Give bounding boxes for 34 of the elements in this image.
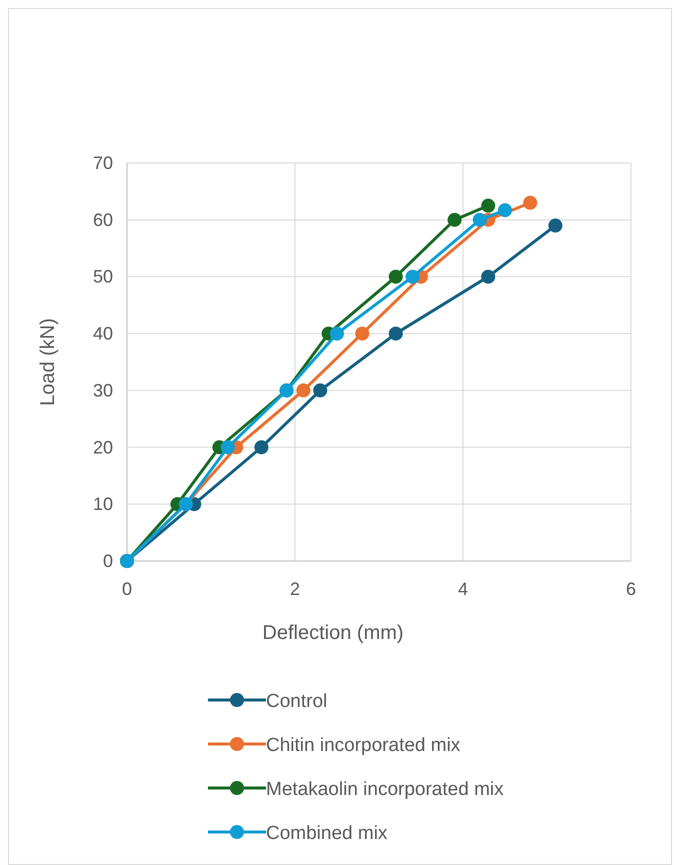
point: [406, 270, 420, 284]
point: [330, 326, 344, 341]
point: [448, 212, 462, 227]
point: [296, 383, 310, 398]
y-tick-label: 0: [102, 551, 113, 571]
point: [388, 270, 403, 284]
point: [498, 203, 512, 218]
y-axis-title: Load (kN): [37, 318, 59, 406]
y-tick-label: 50: [92, 266, 113, 287]
point: [523, 196, 538, 210]
x-axis-title: Deflection (mm): [262, 622, 404, 644]
y-tick-label: 10: [92, 494, 113, 514]
x-tick-label: 2: [290, 579, 300, 599]
x-tick-label: 6: [626, 579, 636, 599]
legend-label: Chitin incorporated mix: [266, 735, 461, 756]
legend-label: Metakaolin incorporated mix: [266, 779, 504, 800]
point: [254, 440, 268, 454]
point: [355, 326, 370, 341]
point: [388, 326, 403, 341]
point: [220, 440, 235, 454]
point: [481, 270, 496, 284]
y-tick-label: 60: [92, 210, 113, 230]
y-tick-label: 20: [92, 437, 113, 458]
point: [481, 198, 496, 213]
legend-label: Control: [266, 691, 328, 712]
y-tick-label: 70: [92, 153, 113, 173]
y-tick-label: 30: [92, 380, 113, 400]
x-tick-label: 0: [122, 579, 132, 599]
point: [313, 383, 328, 398]
point: [472, 212, 487, 227]
x-tick-label: 4: [458, 579, 468, 599]
legend-label: Combined mix: [266, 823, 388, 844]
y-tick-label: 40: [92, 324, 113, 344]
point: [548, 218, 562, 233]
